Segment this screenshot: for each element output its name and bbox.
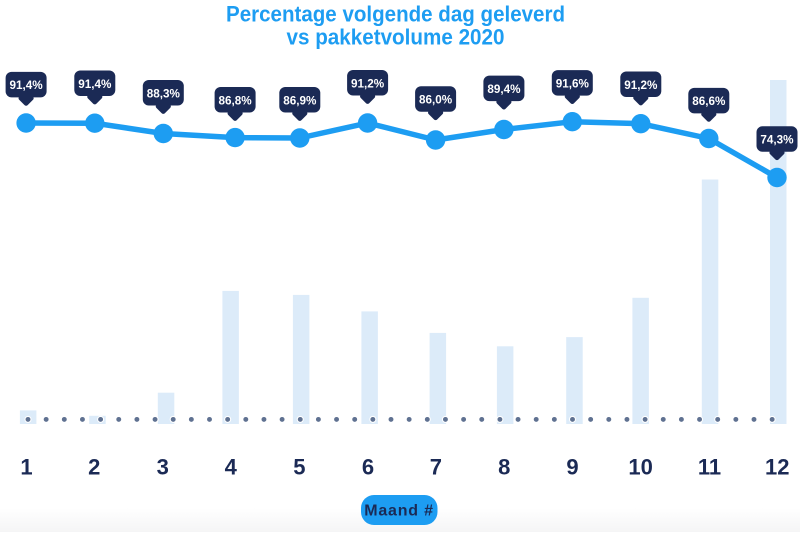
svg-text:86,9%: 86,9%: [283, 94, 317, 107]
svg-text:74,3%: 74,3%: [760, 134, 794, 147]
svg-text:Maand #: Maand #: [364, 503, 434, 520]
svg-text:10: 10: [628, 455, 652, 480]
svg-text:91,2%: 91,2%: [351, 77, 385, 90]
svg-text:89,4%: 89,4%: [487, 83, 521, 96]
svg-text:12: 12: [765, 455, 789, 480]
svg-text:vs pakketvolume 2020: vs pakketvolume 2020: [287, 24, 505, 49]
svg-text:86,6%: 86,6%: [692, 95, 726, 108]
svg-text:86,0%: 86,0%: [419, 94, 453, 107]
svg-text:86,8%: 86,8%: [219, 94, 253, 107]
svg-text:2: 2: [88, 455, 100, 480]
svg-text:91,4%: 91,4%: [78, 78, 112, 91]
svg-text:91,4%: 91,4%: [10, 79, 44, 92]
svg-text:88,3%: 88,3%: [147, 87, 181, 100]
svg-text:Percentage volgende dag geleve: Percentage volgende dag geleverd: [226, 1, 565, 26]
svg-text:5: 5: [293, 455, 305, 480]
svg-text:6: 6: [362, 455, 374, 480]
svg-text:1: 1: [20, 455, 32, 480]
svg-text:91,6%: 91,6%: [556, 77, 590, 90]
svg-text:3: 3: [157, 455, 169, 480]
svg-text:11: 11: [698, 455, 721, 480]
svg-text:9: 9: [566, 455, 578, 480]
svg-text:4: 4: [225, 455, 238, 480]
svg-text:91,2%: 91,2%: [624, 79, 658, 92]
svg-text:8: 8: [498, 455, 510, 480]
svg-text:7: 7: [430, 455, 442, 480]
